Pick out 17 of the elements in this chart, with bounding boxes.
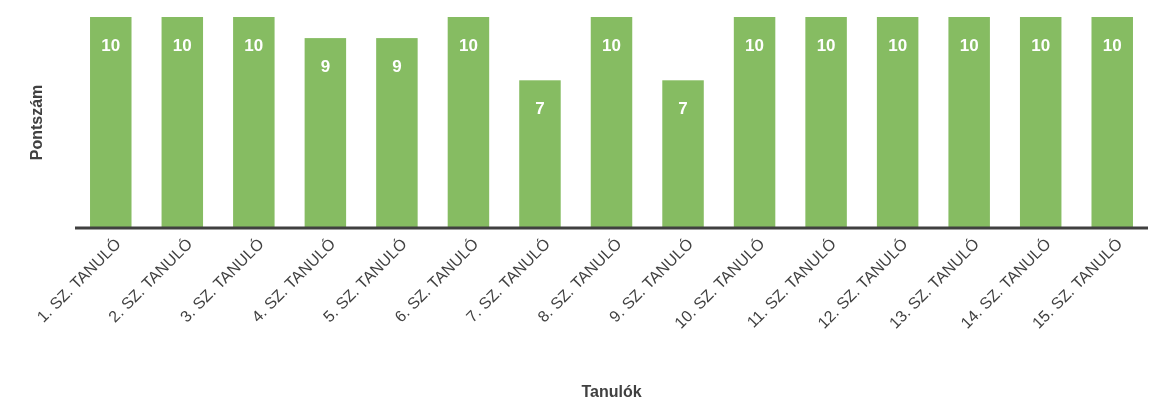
data-label: 7 — [535, 99, 545, 119]
data-label: 10 — [101, 36, 121, 55]
data-label: 9 — [320, 57, 331, 77]
data-label: 7 — [678, 99, 688, 119]
data-label: 10 — [602, 36, 621, 55]
data-label: 10 — [1102, 36, 1122, 55]
data-label: 10 — [959, 36, 979, 55]
data-label: 10 — [888, 36, 908, 55]
data-label: 10 — [244, 36, 264, 55]
data-label: 10 — [1031, 36, 1051, 55]
data-label: 10 — [458, 36, 478, 55]
data-label: 10 — [172, 36, 192, 55]
y-axis-title: Pontszám — [28, 84, 45, 161]
data-label: 10 — [745, 36, 765, 55]
data-label: 9 — [392, 57, 402, 77]
x-axis-title: Tanulók — [581, 383, 642, 400]
data-label: 10 — [816, 36, 836, 55]
